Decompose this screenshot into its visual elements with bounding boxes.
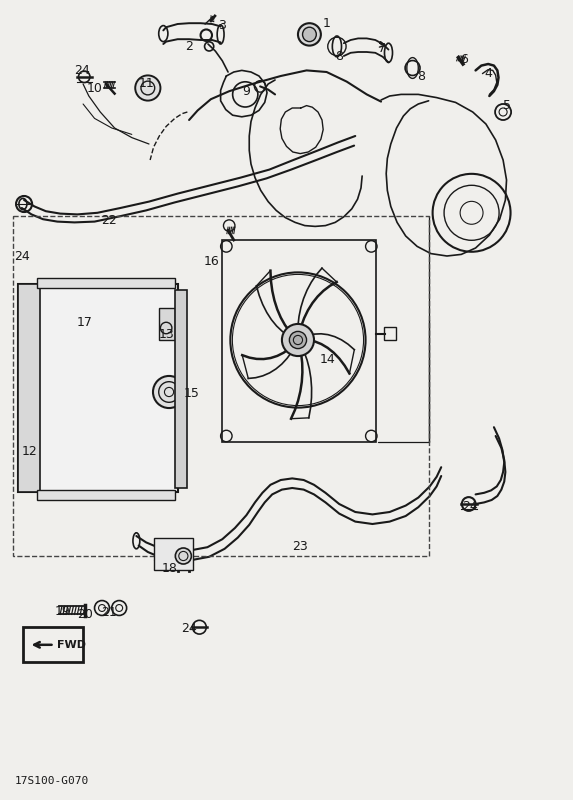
Circle shape [289, 331, 307, 349]
Bar [13, 216, 429, 556]
Text: 7: 7 [378, 42, 386, 54]
Text: 13: 13 [158, 328, 174, 341]
Ellipse shape [303, 27, 316, 42]
Text: 12: 12 [22, 446, 38, 458]
Text: 11: 11 [138, 77, 154, 90]
Bar [37, 490, 175, 500]
Bar [159, 308, 175, 340]
Bar [23, 627, 83, 662]
Text: 5: 5 [503, 99, 511, 112]
Circle shape [282, 324, 314, 356]
Circle shape [153, 376, 185, 408]
Bar [18, 284, 178, 492]
Text: 24: 24 [181, 622, 197, 634]
Text: 6: 6 [460, 53, 468, 66]
Text: 23: 23 [292, 540, 308, 553]
Text: 10: 10 [87, 82, 103, 94]
Text: 15: 15 [184, 387, 200, 400]
Text: 17S100-G070: 17S100-G070 [14, 776, 89, 786]
Bar [222, 240, 376, 442]
Text: 18: 18 [162, 562, 178, 575]
Bar [18, 284, 40, 492]
Circle shape [175, 548, 191, 564]
Text: 4: 4 [485, 67, 493, 80]
Text: 8: 8 [417, 70, 425, 83]
Text: 2: 2 [185, 40, 193, 53]
Text: 16: 16 [204, 255, 220, 268]
Ellipse shape [298, 23, 321, 46]
Text: 24: 24 [74, 64, 90, 77]
Bar [37, 278, 175, 288]
Text: 19: 19 [55, 605, 71, 618]
Bar [175, 290, 187, 488]
Text: 3: 3 [218, 19, 226, 32]
Text: 8: 8 [335, 50, 343, 63]
Text: 1: 1 [323, 17, 331, 30]
Bar [154, 538, 193, 570]
Text: 24: 24 [462, 500, 478, 513]
Text: 21: 21 [101, 606, 117, 619]
Text: 24: 24 [14, 250, 30, 262]
Text: 22: 22 [101, 214, 117, 227]
Circle shape [135, 75, 160, 101]
Text: 17: 17 [77, 316, 93, 329]
Text: FWD: FWD [57, 640, 87, 650]
Text: 9: 9 [242, 85, 250, 98]
Text: 20: 20 [77, 608, 93, 621]
Bar [384, 327, 396, 340]
Text: 14: 14 [320, 354, 336, 366]
